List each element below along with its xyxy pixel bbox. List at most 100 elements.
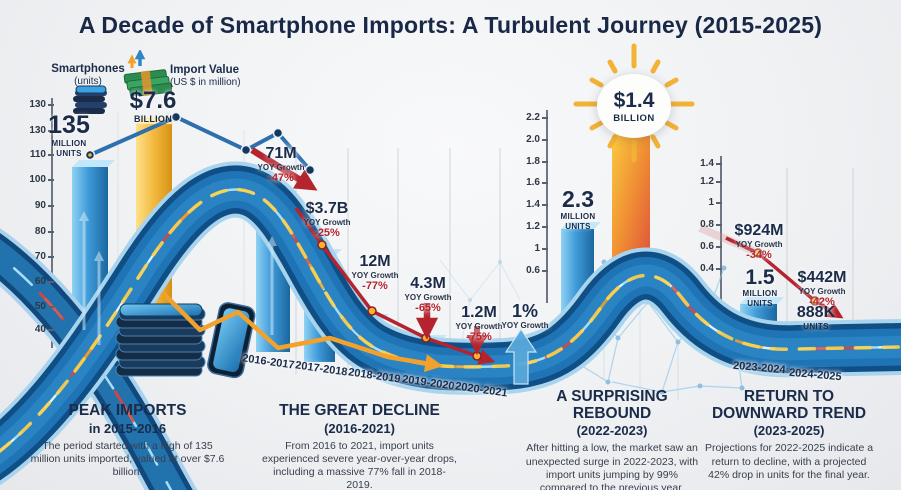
stat-value: $442M (797, 269, 847, 286)
legend-smartphones: Smartphones (units) (46, 63, 130, 88)
label-135-million-units: 135 MILLION UNITS (48, 113, 90, 158)
section-great-decline: THE GREAT DECLINE (2016-2021) From 2016 … (262, 402, 457, 490)
stat-value: $924M (734, 222, 784, 239)
stat-1-pct: 1% YOY Growth (502, 302, 549, 330)
stat-value: 1% (511, 301, 538, 321)
phone-stack-illustration (115, 302, 256, 379)
middle-axis-tick: 0.6 (514, 265, 548, 277)
value-unit: BILLION (133, 114, 173, 124)
section-surprising-rebound: A SURPRISING REBOUND (2022-2023) After h… (523, 388, 701, 490)
units-value: 1.5 (745, 266, 775, 289)
left-axis-tick: 90 (18, 200, 54, 212)
downturn-trend-line (698, 224, 844, 319)
rebound-up-arrow (504, 327, 538, 385)
stat-growth-label: YOY Growth (798, 286, 846, 296)
units-sub: MILLION (51, 139, 87, 148)
legend-import-sub: (US $ in million) (170, 77, 241, 89)
units-sub: UNITS (56, 149, 82, 158)
value-fall-zigzag (160, 290, 444, 373)
page-title: A Decade of Smartphone Imports: A Turbul… (78, 12, 823, 38)
money-stack-icon (123, 50, 172, 96)
right-axis-tick: 0.4 (688, 263, 722, 275)
stat-pct: -25% (314, 227, 340, 240)
stat-growth-label: YOY Growth (735, 239, 783, 249)
right-axis-tick: 0.6 (688, 241, 722, 253)
badge-1-4-billion: $1.4 BILLION (597, 74, 671, 138)
middle-axis-tick: 1.2 (514, 221, 548, 233)
label-1-5-million-units: 1.5 MILLION UNITS (743, 267, 778, 308)
stat-12m: 12M YOY Growth -77% (351, 253, 399, 293)
section-title: THE GREAT DECLINE (279, 402, 440, 419)
section-body: Projections for 2022-2025 indicate a ret… (704, 442, 874, 481)
middle-axis-tick: 1.8 (514, 156, 548, 168)
units-sub: UNITS (565, 222, 591, 231)
badge-amount: $1.4 (613, 88, 655, 112)
right-axis-tick: 1.2 (688, 176, 722, 188)
stat-3-7b: $3.7B YOY Growth -25% (304, 200, 351, 240)
left-axis-tick: 70 (18, 251, 54, 263)
stat-pct: -47% (268, 172, 294, 185)
section-subtitle: (2023-2025) (753, 423, 825, 439)
section-title: A SURPRISING REBOUND (556, 388, 668, 422)
legend-smartphones-label: Smartphones (51, 63, 125, 75)
units-value: 888K (796, 304, 836, 321)
section-subtitle: in 2015-2016 (88, 420, 167, 436)
stat-growth-label: YOY Growth (501, 320, 549, 330)
stat-growth-label: YOY Growth (257, 162, 305, 172)
right-axis-tick: 1.4 (688, 158, 722, 170)
left-axis-tick: 100 (18, 174, 54, 186)
stat-value: 12M (359, 253, 391, 270)
section-subtitle: (2016-2021) (324, 420, 395, 436)
stat-924m: $924M YOY Growth -34% (734, 222, 784, 262)
section-title: PEAK IMPORTS (68, 402, 187, 419)
stat-1-2m: 1.2M YOY Growth -75% (455, 304, 503, 344)
units-sub: UNITS (747, 299, 773, 308)
section-title: RETURN TO DOWNWARD TREND (711, 388, 867, 422)
middle-axis-tick: 2.0 (514, 134, 548, 146)
stat-pct: -75% (466, 331, 492, 344)
left-axis-tick: 60 (18, 276, 54, 288)
right-axis-tick: 1 (688, 197, 722, 209)
stat-71m: 71M YOY Growth -47% (257, 145, 305, 185)
units-sub: MILLION (742, 289, 778, 298)
stat-growth-label: YOY Growth (455, 321, 503, 331)
drop-arrows (250, 147, 488, 356)
stat-442m: $442M YOY Growth -42% (797, 269, 847, 309)
left-axis-tick: 40 (18, 324, 54, 336)
stat-pct: -34% (746, 249, 772, 262)
stat-value: $3.7B (305, 200, 349, 217)
stat-value: 4.3M (410, 275, 446, 292)
section-body: From 2016 to 2021, import units experien… (262, 439, 457, 490)
stat-pct: -65% (415, 302, 441, 315)
label-888k-units: 888K UNITS (797, 305, 835, 331)
stat-growth-label: YOY Growth (404, 292, 452, 302)
stat-value: 1.2M (461, 304, 497, 321)
section-subtitle: (2022-2023) (576, 423, 648, 439)
label-2-3-million-units: 2.3 MILLION UNITS (561, 188, 596, 231)
left-axis-tick: 50 (18, 301, 54, 313)
stat-pct: -42% (809, 296, 835, 309)
network-mesh-small (439, 259, 521, 341)
value-amount: $7.6 (129, 87, 177, 114)
label-7-6-billion: $7.6 BILLION (130, 89, 177, 124)
road-ribbon-left (0, 228, 198, 490)
middle-axis-tick: 1 (514, 243, 548, 255)
units-sub: UNITS (803, 322, 829, 331)
sunburst (573, 43, 695, 163)
phone-stack-icon (73, 85, 107, 114)
section-body: After hitting a low, the market saw an u… (525, 442, 699, 490)
section-peak-imports: PEAK IMPORTS in 2015-2016 The period sta… (30, 402, 225, 479)
stat-pct: -77% (362, 280, 388, 293)
left-axis-tick: 130 (18, 125, 54, 137)
stat-4-3m: 4.3M YOY Growth -65% (404, 275, 452, 315)
units-value: 2.3 (562, 186, 594, 212)
middle-axis-tick: 1.6 (514, 177, 548, 189)
stat-growth-label: YOY Growth (351, 270, 399, 280)
right-axis-tick: 0.8 (688, 219, 722, 231)
peak-value-line (84, 111, 316, 176)
badge-unit: BILLION (613, 112, 655, 124)
bar-growth-arrows (78, 210, 278, 345)
